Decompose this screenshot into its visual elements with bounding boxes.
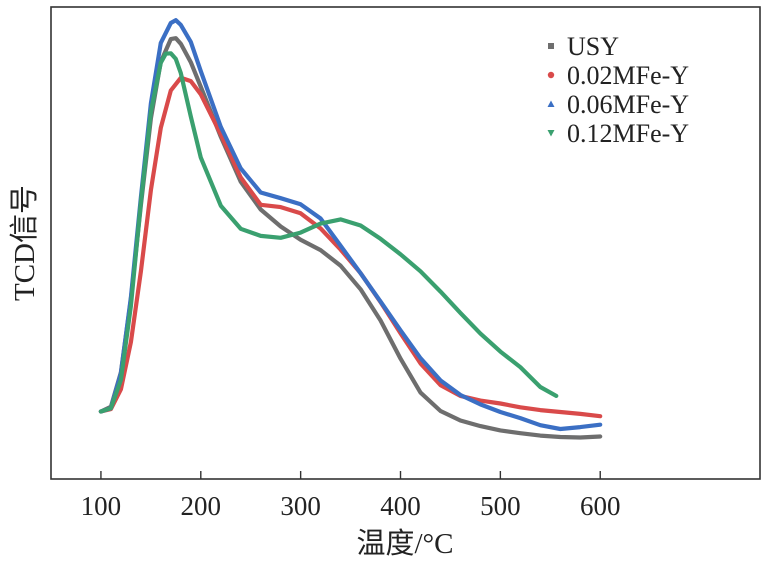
x-tick-label: 600 [580, 491, 621, 521]
legend-marker [547, 130, 555, 137]
legend-label: USY [567, 32, 619, 61]
legend-marker [547, 71, 555, 79]
legend-marker [548, 43, 554, 49]
x-tick-label: 300 [280, 491, 321, 521]
y-axis-title: TCD信号 [8, 185, 41, 301]
x-tick-label: 200 [181, 491, 222, 521]
x-axis-title: 温度/°C [357, 527, 454, 560]
legend-marker [547, 100, 555, 107]
plot-frame [50, 6, 761, 480]
x-axis-ticks: 100 200 300 400 500 600 [81, 471, 621, 521]
series-lines [98, 18, 603, 440]
legend-label: 0.02MFe-Y [567, 61, 689, 90]
x-tick-label: 500 [480, 491, 521, 521]
x-tick-label: 400 [380, 491, 421, 521]
series-line-usy [98, 36, 603, 440]
legend-label: 0.12MFe-Y [567, 119, 689, 148]
legend-label: 0.06MFe-Y [567, 90, 689, 119]
series-line-0-02mfe-y [98, 75, 603, 419]
series-line-0-12mfe-y [98, 51, 559, 414]
x-tick-label: 100 [81, 491, 122, 521]
